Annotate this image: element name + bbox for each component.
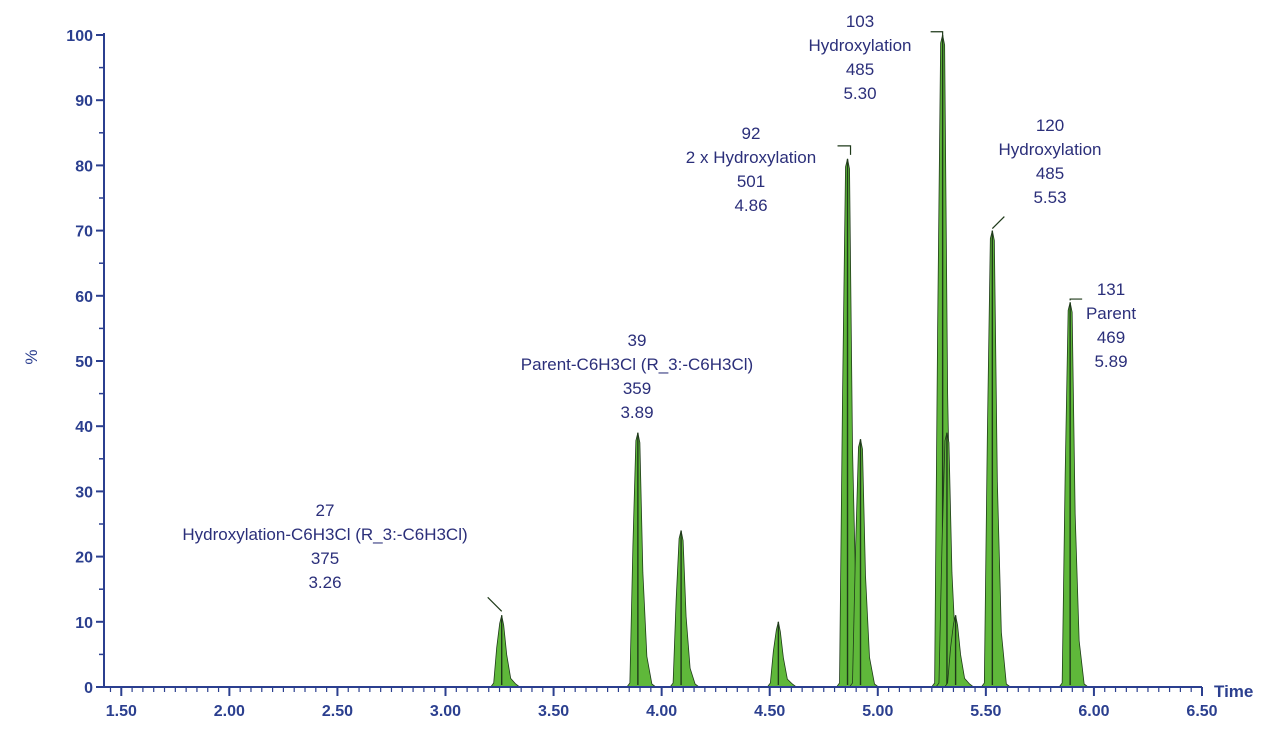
peak-annotation-5.89: 131 Parent 469 5.89 <box>1069 280 1136 371</box>
annotation-leader-line <box>930 31 944 35</box>
peak-annotation-4.86: 92 2 x Hydroxylation 501 4.86 <box>686 124 852 215</box>
peak-annotation-3.26: 27 Hydroxylation-C6H3Cl (R_3:-C6H3Cl) 375 3… <box>182 501 503 612</box>
peak-annotation-line: 103 <box>846 12 874 31</box>
peak-annotation-5.53: 120 Hydroxylation 485 5.53 <box>991 116 1102 230</box>
y-tick-label: 100 <box>66 28 93 45</box>
peak-annotation-3.89: 39 Parent-C6H3Cl (R_3:-C6H3Cl) 359 3.89 <box>521 331 753 422</box>
y-tick-label: 80 <box>75 158 93 175</box>
peak-annotation-5.3: 103 Hydroxylation 485 5.30 <box>809 12 944 103</box>
annotation-leader-line <box>837 145 852 155</box>
peak-annotation-line: Hydroxylation-C6H3Cl (R_3:-C6H3Cl) <box>182 525 467 544</box>
chromatogram-peak-9 <box>943 615 975 688</box>
x-tick-label: 2.50 <box>322 703 353 720</box>
peak-annotation-line: 469 <box>1097 328 1125 347</box>
y-tick-label: 60 <box>75 289 93 306</box>
peak-annotation-line: 375 <box>311 549 339 568</box>
y-tick-label: 30 <box>75 484 93 501</box>
y-tick-label: 50 <box>75 354 93 371</box>
peaks-layer <box>489 34 1090 688</box>
chromatogram-peak-3 <box>669 530 701 688</box>
x-tick-label: 4.50 <box>754 703 785 720</box>
x-tick-label: 5.50 <box>970 703 1001 720</box>
peak-annotation-line: 4.86 <box>734 196 767 215</box>
x-tick-label: 4.00 <box>646 703 677 720</box>
chromatogram-peak-10 <box>980 230 1012 688</box>
x-tick-label: 1.50 <box>106 703 137 720</box>
peak-annotation-line: 5.30 <box>843 84 876 103</box>
peak-annotation-line: 131 <box>1097 280 1125 299</box>
y-tick-label: 0 <box>84 680 93 697</box>
axes-layer: 0 10 20 30 40 50 60 70 80 90 100 1.50 2.00 2.50 3.00 3.… <box>66 28 1217 720</box>
y-tick-label: 70 <box>75 224 93 241</box>
peak-annotation-line: 359 <box>623 379 651 398</box>
peak-annotation-line: 3.89 <box>620 403 653 422</box>
chromatogram-peak-2 <box>626 432 658 688</box>
annotations-layer: 27 Hydroxylation-C6H3Cl (R_3:-C6H3Cl) 375 3… <box>182 12 1136 612</box>
y-tick-label: 10 <box>75 615 93 632</box>
annotation-leader-line <box>991 216 1005 230</box>
peak-annotation-line: 120 <box>1036 116 1064 135</box>
peak-annotation-line: 2 x Hydroxylation <box>686 148 816 167</box>
annotation-leader-line <box>1069 298 1083 301</box>
x-tick-label: 5.00 <box>862 703 893 720</box>
peak-annotation-line: 39 <box>628 331 647 350</box>
peak-annotation-line: 3.26 <box>308 573 341 592</box>
annotation-leader-line <box>487 596 503 612</box>
chromatogram-peak-11 <box>1058 302 1090 688</box>
peak-annotation-line: 27 <box>316 501 335 520</box>
chromatogram-peak-1 <box>489 615 521 688</box>
peak-annotation-line: 501 <box>737 172 765 191</box>
y-tick-label: 20 <box>75 550 93 567</box>
y-axis-label: % <box>22 349 41 364</box>
chromatogram-peak-4 <box>766 621 798 688</box>
x-tick-label: 2.00 <box>214 703 245 720</box>
peak-annotation-line: 5.89 <box>1094 352 1127 371</box>
peak-annotation-line: Hydroxylation <box>809 36 912 55</box>
chromatogram-peak-6 <box>848 439 880 688</box>
peak-annotation-line: Parent <box>1086 304 1136 323</box>
peak-annotation-line: Parent-C6H3Cl (R_3:-C6H3Cl) <box>521 355 753 374</box>
peak-annotation-line: 5.53 <box>1033 188 1066 207</box>
peak-annotation-line: 485 <box>846 60 874 79</box>
peak-annotation-line: Hydroxylation <box>999 140 1102 159</box>
x-tick-label: 3.00 <box>430 703 461 720</box>
peak-annotation-line: 92 <box>742 124 761 143</box>
y-tick-label: 90 <box>75 93 93 110</box>
x-tick-label: 6.00 <box>1078 703 1109 720</box>
peak-annotation-line: 485 <box>1036 164 1064 183</box>
y-tick-label: 40 <box>75 419 93 436</box>
x-tick-label: 3.50 <box>538 703 569 720</box>
x-axis-label: Time <box>1214 682 1253 701</box>
x-tick-label: 6.50 <box>1186 703 1217 720</box>
